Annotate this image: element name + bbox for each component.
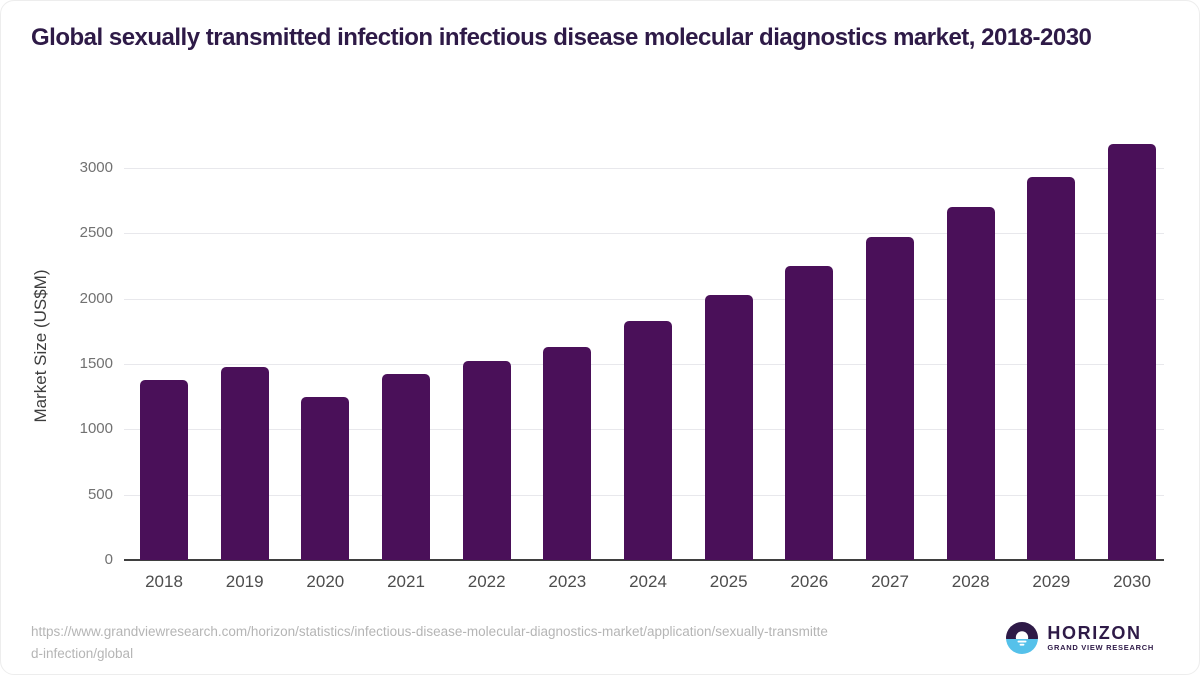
horizon-sunrise-circle-icon [1006, 622, 1039, 654]
y-tick-label: 0 [104, 551, 113, 568]
y-tick-label: 500 [87, 485, 113, 503]
bar-2029 [1027, 177, 1076, 560]
y-tick-label: 2000 [79, 289, 113, 307]
x-tick-label: 2024 [629, 572, 667, 591]
x-tick-label: 2021 [387, 572, 425, 591]
x-tick-label: 2023 [548, 572, 587, 591]
x-tick-label: 2020 [306, 572, 345, 591]
y-tick-label: 2500 [79, 224, 113, 242]
x-tick-label: 2022 [467, 572, 506, 591]
x-tick-label: 2025 [709, 572, 748, 591]
bar-2028 [946, 207, 995, 560]
x-tick-label: 2029 [1032, 572, 1071, 591]
bar-2019 [220, 366, 269, 560]
x-tick-label: 2019 [225, 572, 264, 591]
bar-2025 [704, 294, 753, 560]
gridline [124, 168, 1164, 169]
logo-text: HORIZON GRAND VIEW RESEARCH [1047, 623, 1154, 653]
x-tick-label: 2027 [871, 572, 909, 591]
bar-2020 [301, 396, 350, 560]
y-tick-label: 1000 [79, 420, 113, 438]
x-axis-line [124, 559, 1164, 561]
bar-2030 [1108, 144, 1156, 560]
bar-2021 [382, 374, 430, 560]
chart-title: Global sexually transmitted infection in… [31, 24, 1092, 51]
gridline [124, 233, 1164, 235]
bar-2026 [785, 266, 834, 560]
bar-2018 [140, 379, 188, 560]
horizon-logo: HORIZON GRAND VIEW RESEARCH [1006, 622, 1154, 654]
gridline [124, 298, 1164, 300]
y-tick-label: 3000 [79, 159, 113, 176]
x-tick-label: 2028 [951, 572, 990, 591]
bar-2024 [624, 320, 672, 560]
x-tick-label: 2018 [145, 572, 183, 591]
bar-2027 [866, 237, 914, 560]
y-tick-label: 1500 [79, 355, 113, 372]
x-tick-label: 2030 [1113, 572, 1151, 591]
x-tick-label: 2026 [790, 572, 829, 591]
bar-2022 [462, 361, 511, 560]
bar-2023 [543, 347, 592, 560]
source-url: https://www.grandviewresearch.com/horizo… [31, 624, 828, 661]
logo-wordmark: HORIZON [1047, 623, 1142, 643]
logo-subtitle: GRAND VIEW RESEARCH [1047, 643, 1154, 652]
